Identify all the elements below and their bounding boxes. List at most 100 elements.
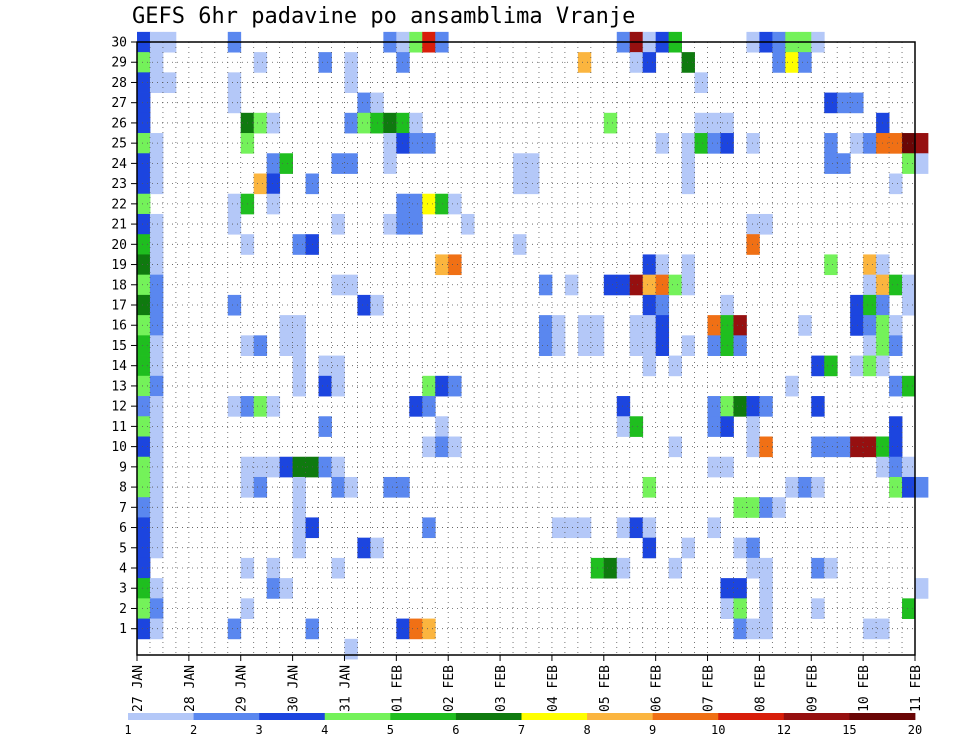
heatmap-cell <box>616 416 631 437</box>
heatmap-cell <box>266 153 281 174</box>
heatmap-cell <box>746 133 760 154</box>
heatmap-cell <box>292 335 306 356</box>
heatmap-cell <box>577 315 592 336</box>
heatmap-cell <box>292 517 306 539</box>
heatmap-cell <box>707 315 721 336</box>
heatmap-cell <box>863 355 877 377</box>
heatmap-cell <box>850 355 864 377</box>
heatmap-cell <box>409 193 423 215</box>
heatmap-cell <box>915 578 929 599</box>
heatmap-cell <box>694 133 708 154</box>
heatmap-cell <box>824 436 838 458</box>
heatmap-cell <box>577 52 592 73</box>
heatmap-cell <box>137 618 151 640</box>
heatmap-cell <box>824 557 838 579</box>
heatmap-cell <box>889 274 903 296</box>
heatmap-cell <box>149 598 164 619</box>
heatmap-cell <box>137 274 151 296</box>
heatmap-cell <box>902 375 916 397</box>
y-tick-label: 5 <box>119 541 127 556</box>
heatmap-cell <box>253 112 268 134</box>
heatmap-cell <box>266 112 281 134</box>
heatmap-cell <box>850 92 864 114</box>
heatmap-cell <box>642 274 657 296</box>
heatmap-cell <box>629 52 644 73</box>
heatmap-cell <box>889 416 903 437</box>
heatmap-cell <box>227 92 242 114</box>
heatmap-cell <box>824 92 838 114</box>
y-tick-label: 11 <box>111 420 127 435</box>
heatmap-cell <box>149 537 164 559</box>
y-tick-label: 29 <box>111 56 127 71</box>
y-axis-ticks: 1234567891011121314151617181920212223242… <box>111 36 137 637</box>
heatmap-cell <box>616 557 631 579</box>
heatmap-cell <box>889 375 903 397</box>
heatmap-cell <box>435 375 449 397</box>
heatmap-cell <box>694 112 708 134</box>
heatmap-cell <box>824 355 838 377</box>
colorbar-label: 7 <box>518 723 525 737</box>
heatmap-cell <box>383 133 397 154</box>
colorbar-label: 3 <box>256 723 263 737</box>
heatmap-cell <box>824 153 838 174</box>
heatmap-cell <box>149 497 164 518</box>
heatmap-cell <box>629 517 644 539</box>
heatmap-cell <box>681 133 695 154</box>
heatmap-cell <box>383 153 397 174</box>
heatmap-cell <box>149 234 164 255</box>
heatmap-cell <box>227 618 242 640</box>
heatmap-cell <box>863 335 877 356</box>
heatmap-cell <box>681 335 695 356</box>
heatmap-cell <box>149 517 164 539</box>
y-tick-label: 9 <box>119 460 127 475</box>
heatmap-cell <box>266 193 281 215</box>
heatmap-cell <box>409 213 423 235</box>
heatmap-cell <box>824 133 838 154</box>
y-tick-label: 20 <box>111 238 127 253</box>
heatmap-cell <box>746 234 760 255</box>
heatmap-cell <box>603 274 618 296</box>
colorbar-swatch <box>652 713 719 720</box>
colorbar-label: 4 <box>321 723 328 737</box>
heatmap-cell <box>889 476 903 498</box>
heatmap-cell <box>149 416 164 437</box>
x-tick-label: 04 FEB <box>546 665 561 712</box>
heatmap-cell <box>137 52 151 73</box>
heatmap-cell <box>331 557 345 579</box>
heatmap-cell <box>448 254 462 276</box>
heatmap-cell <box>850 436 864 458</box>
heatmap-cell <box>642 355 657 377</box>
heatmap-cell <box>629 335 644 356</box>
y-tick-label: 15 <box>111 339 127 354</box>
heatmap-cell <box>577 335 592 356</box>
heatmap-cell <box>422 436 436 458</box>
heatmap-cell <box>292 476 306 498</box>
heatmap-cell <box>422 396 436 417</box>
heatmap-cell <box>551 315 566 336</box>
heatmap-cell <box>902 133 916 154</box>
y-tick-label: 16 <box>111 319 127 334</box>
heatmap-cell <box>733 578 747 599</box>
colorbar-label: 15 <box>842 723 856 737</box>
heatmap-cell <box>149 274 164 296</box>
heatmap-cell <box>902 476 916 498</box>
colorbar-label: 1 <box>124 723 131 737</box>
heatmap-cell <box>318 355 332 377</box>
heatmap-cell <box>629 315 644 336</box>
heatmap-cell <box>902 274 916 296</box>
y-tick-label: 30 <box>111 36 127 51</box>
heatmap-cell <box>759 618 773 640</box>
heatmap-cell <box>707 456 721 478</box>
heatmap-cell <box>331 375 345 397</box>
heatmap-cell <box>772 52 786 73</box>
heatmap-cell <box>292 497 306 518</box>
heatmap-cell <box>137 315 151 336</box>
y-tick-label: 24 <box>111 157 127 172</box>
heatmap-cell <box>668 436 682 458</box>
heatmap-cell <box>344 476 358 498</box>
heatmap-cell <box>396 618 410 640</box>
heatmap-cell <box>383 476 397 498</box>
heatmap-cell <box>915 476 929 498</box>
heatmap-cell <box>513 153 527 174</box>
heatmap-cell <box>513 173 527 195</box>
